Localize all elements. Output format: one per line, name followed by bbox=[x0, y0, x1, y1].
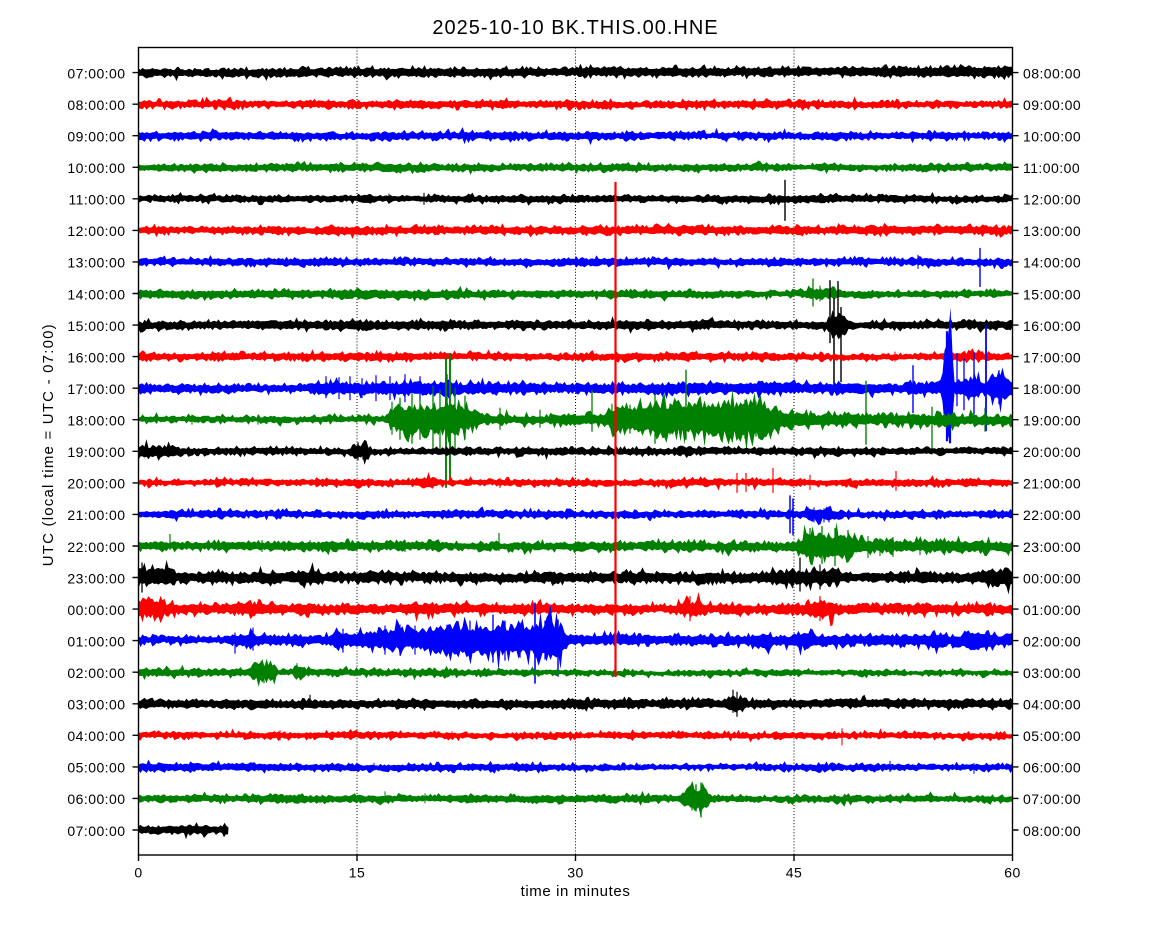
svg-text:18:00:00: 18:00:00 bbox=[67, 413, 125, 429]
svg-text:06:00:00: 06:00:00 bbox=[1023, 760, 1081, 776]
svg-text:22:00:00: 22:00:00 bbox=[1023, 507, 1081, 523]
svg-text:05:00:00: 05:00:00 bbox=[67, 760, 125, 776]
svg-text:21:00:00: 21:00:00 bbox=[67, 507, 125, 523]
svg-text:16:00:00: 16:00:00 bbox=[67, 349, 125, 365]
svg-text:45: 45 bbox=[786, 865, 802, 881]
svg-text:21:00:00: 21:00:00 bbox=[1023, 476, 1081, 492]
svg-text:09:00:00: 09:00:00 bbox=[1023, 97, 1081, 113]
svg-text:08:00:00: 08:00:00 bbox=[1023, 823, 1081, 839]
svg-text:08:00:00: 08:00:00 bbox=[1023, 65, 1081, 81]
svg-text:14:00:00: 14:00:00 bbox=[67, 286, 125, 302]
svg-text:22:00:00: 22:00:00 bbox=[67, 539, 125, 555]
svg-text:30: 30 bbox=[567, 865, 583, 881]
svg-text:19:00:00: 19:00:00 bbox=[67, 444, 125, 460]
svg-text:12:00:00: 12:00:00 bbox=[1023, 192, 1081, 208]
svg-text:17:00:00: 17:00:00 bbox=[1023, 349, 1081, 365]
svg-text:01:00:00: 01:00:00 bbox=[67, 633, 125, 649]
svg-text:13:00:00: 13:00:00 bbox=[1023, 223, 1081, 239]
svg-text:01:00:00: 01:00:00 bbox=[1023, 602, 1081, 618]
svg-text:04:00:00: 04:00:00 bbox=[1023, 697, 1081, 713]
svg-text:15:00:00: 15:00:00 bbox=[1023, 286, 1081, 302]
svg-text:15: 15 bbox=[349, 865, 365, 881]
svg-text:03:00:00: 03:00:00 bbox=[67, 697, 125, 713]
svg-text:23:00:00: 23:00:00 bbox=[67, 570, 125, 586]
svg-text:08:00:00: 08:00:00 bbox=[67, 97, 125, 113]
svg-text:14:00:00: 14:00:00 bbox=[1023, 255, 1081, 271]
svg-text:12:00:00: 12:00:00 bbox=[67, 223, 125, 239]
svg-text:11:00:00: 11:00:00 bbox=[1023, 160, 1080, 176]
svg-text:0: 0 bbox=[134, 865, 142, 881]
svg-text:09:00:00: 09:00:00 bbox=[67, 129, 125, 145]
svg-text:10:00:00: 10:00:00 bbox=[1023, 129, 1081, 145]
svg-text:00:00:00: 00:00:00 bbox=[67, 602, 125, 618]
svg-text:07:00:00: 07:00:00 bbox=[67, 65, 125, 81]
svg-text:04:00:00: 04:00:00 bbox=[67, 728, 125, 744]
svg-text:18:00:00: 18:00:00 bbox=[1023, 381, 1081, 397]
svg-text:02:00:00: 02:00:00 bbox=[67, 665, 125, 681]
svg-text:11:00:00: 11:00:00 bbox=[68, 192, 125, 208]
svg-text:03:00:00: 03:00:00 bbox=[1023, 665, 1081, 681]
svg-text:07:00:00: 07:00:00 bbox=[1023, 791, 1081, 807]
svg-text:time in minutes: time in minutes bbox=[521, 883, 631, 900]
svg-text:05:00:00: 05:00:00 bbox=[1023, 728, 1081, 744]
svg-text:19:00:00: 19:00:00 bbox=[1023, 413, 1081, 429]
svg-text:UTC (local time = UTC - 07:00): UTC (local time = UTC - 07:00) bbox=[40, 323, 57, 566]
svg-text:07:00:00: 07:00:00 bbox=[67, 823, 125, 839]
svg-text:15:00:00: 15:00:00 bbox=[67, 318, 125, 334]
svg-text:16:00:00: 16:00:00 bbox=[1023, 318, 1081, 334]
svg-text:13:00:00: 13:00:00 bbox=[67, 255, 125, 271]
svg-text:17:00:00: 17:00:00 bbox=[67, 381, 125, 397]
svg-text:10:00:00: 10:00:00 bbox=[67, 160, 125, 176]
svg-text:20:00:00: 20:00:00 bbox=[1023, 444, 1081, 460]
svg-text:02:00:00: 02:00:00 bbox=[1023, 633, 1081, 649]
svg-text:06:00:00: 06:00:00 bbox=[67, 791, 125, 807]
svg-text:60: 60 bbox=[1004, 865, 1020, 881]
svg-text:00:00:00: 00:00:00 bbox=[1023, 570, 1081, 586]
svg-text:20:00:00: 20:00:00 bbox=[67, 476, 125, 492]
svg-text:2025-10-10 BK.THIS.00.HNE: 2025-10-10 BK.THIS.00.HNE bbox=[432, 17, 718, 39]
svg-text:23:00:00: 23:00:00 bbox=[1023, 539, 1081, 555]
